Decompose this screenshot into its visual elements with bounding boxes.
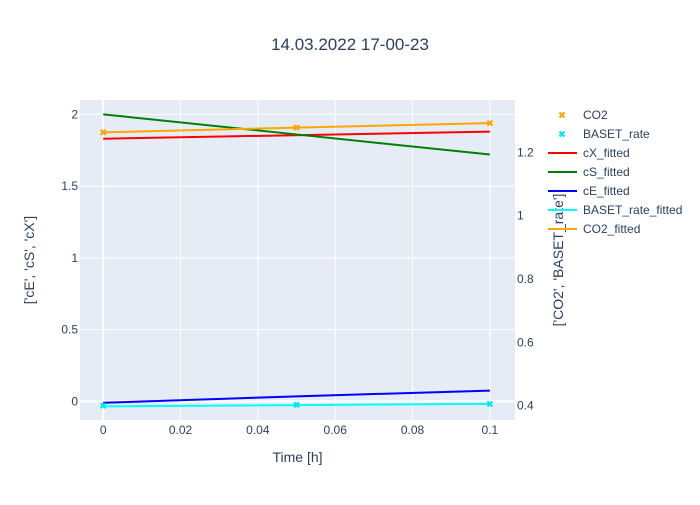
- legend-label: BASET_rate: [583, 127, 650, 141]
- co2-marker: [486, 119, 494, 127]
- grid-lines: [80, 100, 515, 420]
- legend-label: cE_fitted: [583, 184, 630, 198]
- legend-label: cS_fitted: [583, 165, 630, 179]
- co2-marker: [293, 124, 300, 131]
- legend[interactable]: CO2 BASET_rate cX_fitted cS_fitted cE_fitted…: [548, 108, 682, 236]
- legend-item-baset-rate-fitted[interactable]: BASET_rate_fitted: [548, 203, 682, 217]
- tick-labels: 0 0.02 0.04 0.06 0.08 0.1 0 0.5 1 1.5 2 0.4 0.6 0.8 1 1…: [61, 107, 534, 437]
- y-left-tick-label: 0.5: [61, 323, 78, 337]
- legend-item-cx-fitted[interactable]: cX_fitted: [548, 146, 630, 160]
- legend-item-cs-fitted[interactable]: cS_fitted: [548, 165, 630, 179]
- y-right-tick-label: 1: [517, 209, 524, 223]
- legend-item-baset-rate[interactable]: BASET_rate: [558, 127, 651, 141]
- plot-area: [80, 100, 515, 420]
- x-tick-label: 0: [100, 423, 107, 437]
- x-tick-label: 0.06: [324, 423, 348, 437]
- y-right-tick-label: 0.4: [517, 399, 534, 413]
- y-right-tick-label: 0.6: [517, 335, 534, 349]
- legend-item-co2[interactable]: CO2: [558, 108, 609, 122]
- legend-item-co2-fitted[interactable]: CO2_fitted: [548, 222, 640, 236]
- legend-marker-icon: [558, 130, 566, 138]
- series-layer: [99, 113, 494, 410]
- y-left-tick-label: 1.5: [61, 179, 78, 193]
- y-axis-left-label: ['cE', 'cS', 'cX']: [21, 216, 37, 304]
- ce-fitted-line: [103, 389, 490, 404]
- legend-label: CO2: [583, 108, 608, 122]
- legend-marker-icon: [558, 111, 566, 119]
- y-left-tick-label: 0: [71, 394, 78, 408]
- chart-title: 14.03.2022 17-00-23: [271, 35, 429, 54]
- x-tick-label: 0.02: [169, 423, 193, 437]
- baset-rate-marker: [293, 401, 300, 409]
- y-left-tick-label: 2: [71, 107, 78, 121]
- x-axis-label: Time [h]: [272, 449, 322, 465]
- y-right-tick-label: 1.2: [517, 145, 534, 159]
- x-tick-label: 0.04: [246, 423, 270, 437]
- cs-fitted-line: [103, 113, 490, 156]
- y-right-tick-label: 0.8: [517, 272, 534, 286]
- baset-rate-marker: [486, 400, 494, 408]
- x-tick-label: 0.08: [401, 423, 425, 437]
- legend-item-ce-fitted[interactable]: cE_fitted: [548, 184, 630, 198]
- y-left-tick-label: 1: [71, 251, 78, 265]
- baset-rate-marker: [99, 402, 107, 410]
- legend-label: CO2_fitted: [583, 222, 640, 236]
- y-axis-right-label: ['CO2', 'BASET_rate']: [550, 194, 566, 327]
- legend-label: cX_fitted: [583, 146, 630, 160]
- co2-marker: [99, 129, 107, 136]
- legend-label: BASET_rate_fitted: [583, 203, 682, 217]
- x-tick-label: 0.1: [482, 423, 499, 437]
